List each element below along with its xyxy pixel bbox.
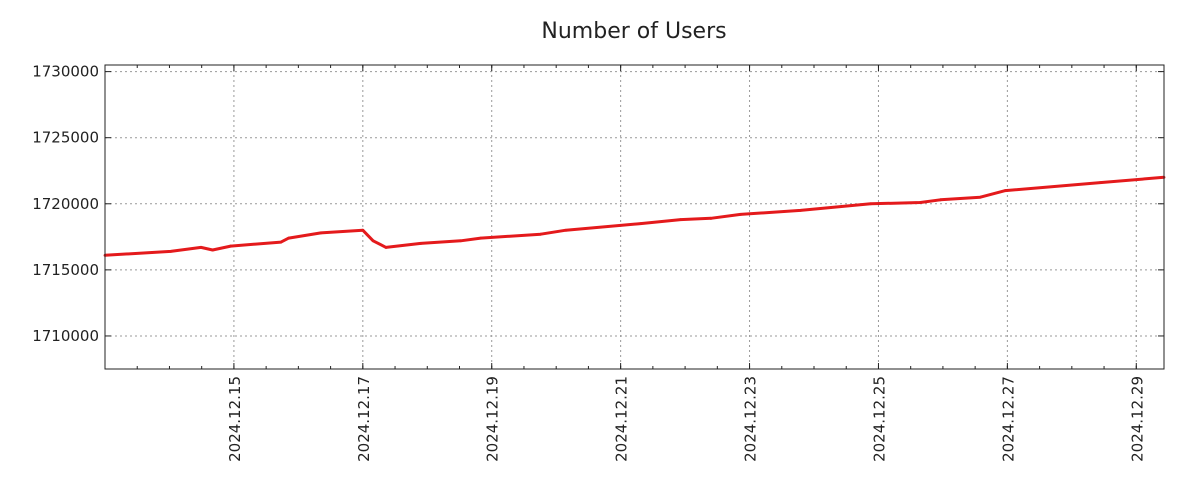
data-point (1004, 189, 1007, 192)
x-tick-label: 2024.12.19 (484, 376, 502, 462)
data-point (229, 244, 233, 248)
data-point (564, 228, 568, 232)
data-point (384, 246, 388, 249)
x-axis: 2024.12.15 2024.12.17 2024.12.19 2024.12.21… (104, 65, 1146, 462)
x-tick-label: 2024.12.21 (613, 376, 631, 462)
data-point (459, 239, 463, 243)
data-point (709, 216, 713, 220)
series-layer (103, 175, 1166, 257)
data-point (319, 231, 323, 235)
data-point (169, 249, 173, 253)
x-tick-label: 2024.12.29 (1128, 376, 1146, 462)
chart-title: Number of Users (541, 19, 726, 44)
y-tick-label: 1720000 (32, 195, 99, 213)
data-point (739, 212, 742, 216)
series-line-users (104, 175, 1165, 257)
x-tick-label: 2024.12.15 (226, 376, 244, 462)
data-point (918, 201, 922, 204)
y-tick-label: 1710000 (32, 327, 99, 345)
data-point (287, 236, 291, 240)
data-point (679, 218, 682, 222)
x-tick-label: 2024.12.23 (742, 376, 760, 462)
data-point (361, 228, 365, 232)
y-tick-label: 1730000 (32, 63, 99, 81)
y-axis: 1710000 1715000 1720000 1725000 1730000 (32, 63, 1164, 345)
y-tick-label: 1725000 (32, 129, 99, 147)
data-point (1098, 181, 1102, 185)
data-point (279, 240, 283, 244)
data-point (199, 246, 203, 249)
data-point (978, 195, 982, 199)
x-tick-label: 2024.12.25 (870, 376, 888, 462)
data-point (419, 242, 423, 245)
data-point (799, 208, 802, 212)
x-tick-label: 2024.12.17 (355, 376, 373, 462)
data-point (938, 198, 942, 202)
data-point (211, 248, 215, 252)
x-tick-label: 2024.12.27 (999, 376, 1017, 462)
grid (105, 65, 1164, 369)
y-tick-label: 1715000 (32, 261, 99, 279)
data-point (869, 202, 873, 206)
plot-frame (104, 64, 1165, 370)
data-point (539, 232, 543, 236)
data-point (639, 222, 643, 226)
data-point (371, 239, 375, 243)
data-point (479, 236, 483, 240)
